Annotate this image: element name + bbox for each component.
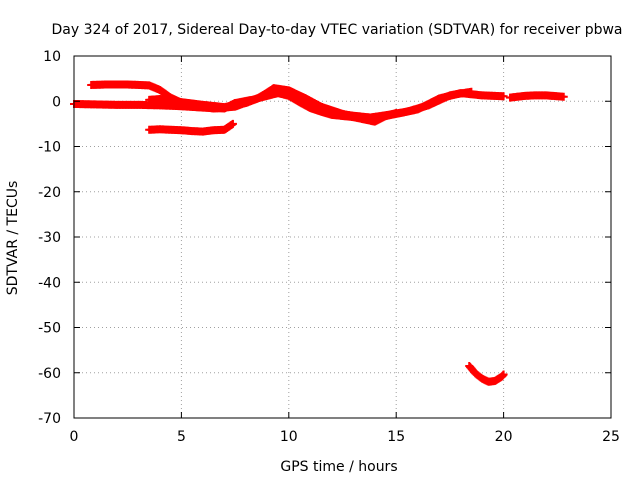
x-axis-label: GPS time / hours (280, 459, 397, 475)
data-point (228, 119, 237, 128)
x-tick-labels: 0 5 10 15 20 25 (70, 429, 620, 445)
y-tick-label-3: -20 (38, 185, 61, 201)
x-tick-label-2: 10 (280, 429, 298, 445)
x-tick-label-3: 15 (387, 429, 405, 445)
data-point (499, 92, 508, 101)
y-tick-label-7: -60 (38, 366, 61, 382)
y-tick-label-2: -10 (38, 140, 61, 156)
y-tick-labels: 10 0 -10 -20 -30 -40 -50 -60 -70 (38, 49, 61, 427)
series-track-g (465, 361, 508, 386)
y-tick-label-0: 10 (43, 49, 61, 65)
x-tick-label-4: 20 (495, 429, 513, 445)
y-tick-label-8: -70 (38, 411, 61, 427)
data-point (559, 92, 568, 101)
chart-title: Day 324 of 2017, Sidereal Day-to-day VTE… (51, 22, 622, 38)
y-axis-label: SDTVAR / TECUs (5, 181, 21, 296)
series-track-f (506, 91, 568, 102)
data-series (70, 80, 568, 386)
x-tick-label-5: 25 (602, 429, 620, 445)
x-tick-label-0: 0 (70, 429, 79, 445)
y-tick-label-5: -40 (38, 275, 61, 291)
series-track-e (188, 89, 401, 126)
y-tick-label-1: 0 (52, 94, 61, 110)
data-point (499, 370, 508, 379)
y-tick-label-4: -30 (38, 230, 61, 246)
y-tick-label-6: -50 (38, 321, 61, 337)
data-point (392, 109, 401, 118)
axis-ticks (73, 55, 612, 419)
grid (74, 56, 611, 418)
x-tick-label-1: 5 (177, 429, 186, 445)
series-track-d (145, 119, 237, 136)
data-point (467, 87, 476, 96)
